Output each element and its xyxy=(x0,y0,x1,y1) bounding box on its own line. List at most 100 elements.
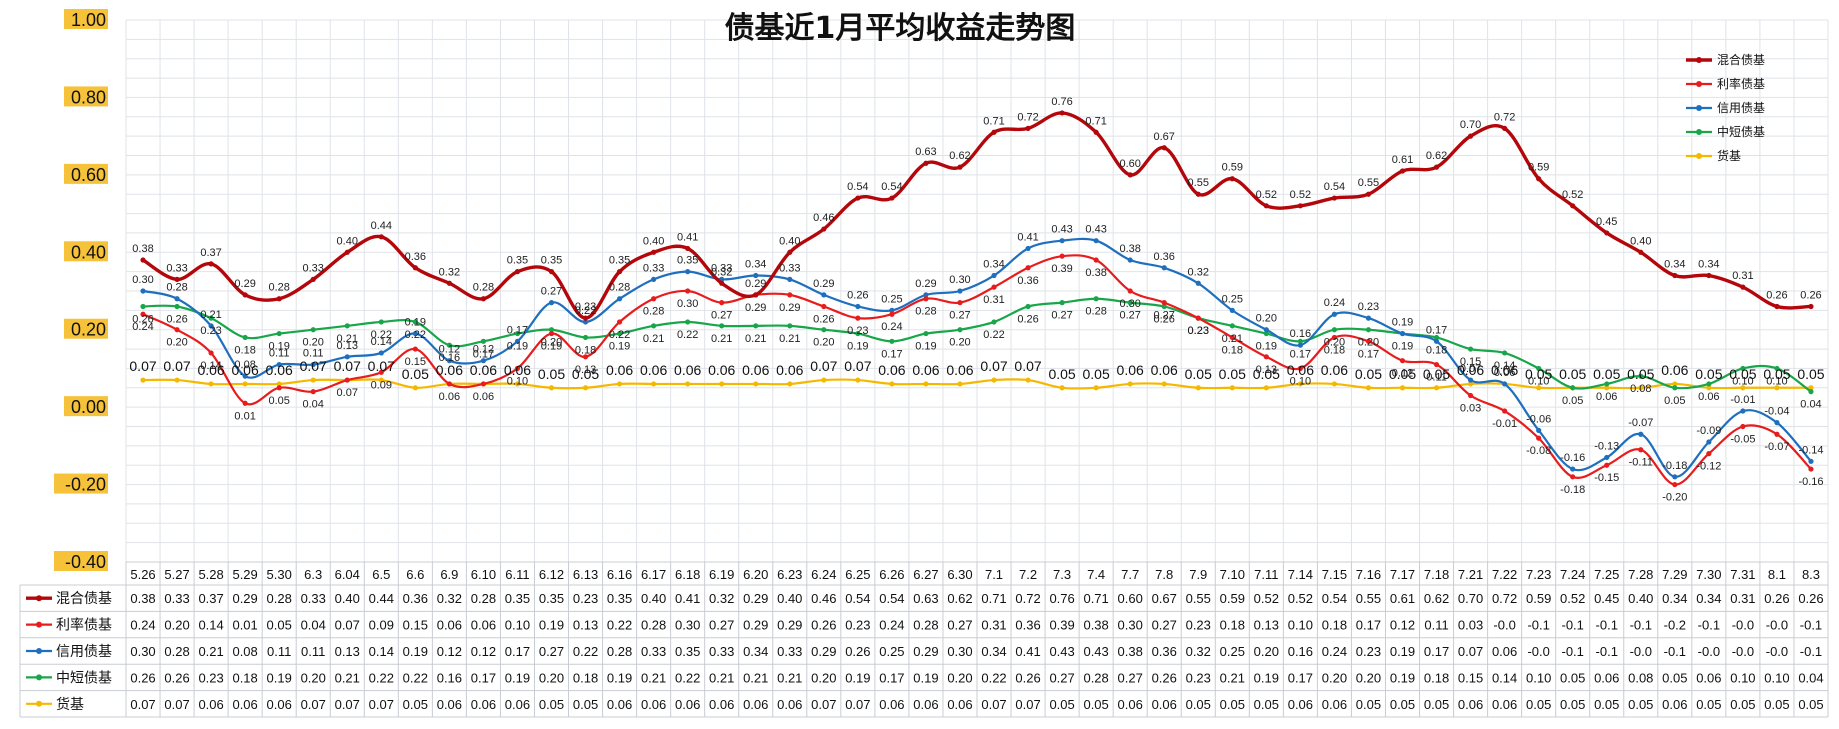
table-cell: 0.26 xyxy=(164,670,189,685)
data-point xyxy=(957,288,963,294)
table-cell: 0.05 xyxy=(539,697,564,712)
data-label: 0.30 xyxy=(1119,298,1140,310)
data-table: 5.26 5.27 5.28 5.29 5.30 6.3 6.04 6.5 6.6 6.9 6.10… xyxy=(19,561,1829,718)
data-label: 0.05 xyxy=(1525,366,1552,382)
table-cell: 0.29 xyxy=(743,591,768,606)
data-label: 0.06 xyxy=(232,362,259,378)
data-point xyxy=(651,276,657,282)
data-point xyxy=(1604,462,1610,468)
data-label: 0.26 xyxy=(1800,289,1821,301)
table-cell: 0.08 xyxy=(232,644,257,659)
table-cell: 0.16 xyxy=(1288,644,1313,659)
data-label: 0.62 xyxy=(949,150,970,162)
legend-swatch-marker xyxy=(1696,153,1702,159)
table-cell: 0.26 xyxy=(1015,670,1040,685)
table-cell: 0.05 xyxy=(403,697,428,712)
data-label: 0.07 xyxy=(368,358,395,374)
table-cell: 0.43 xyxy=(1083,644,1108,659)
x-tick-label: 5.30 xyxy=(267,567,292,582)
data-point xyxy=(1093,385,1099,391)
x-tick-label: 6.17 xyxy=(641,567,666,582)
data-point xyxy=(242,400,248,406)
data-point xyxy=(242,292,248,298)
data-point xyxy=(1161,381,1167,387)
x-tick-label: 7.30 xyxy=(1696,567,1721,582)
data-point xyxy=(1536,427,1542,433)
data-label: 0.08 xyxy=(1630,383,1651,395)
data-point xyxy=(514,338,521,344)
table-cell: 0.72 xyxy=(1492,591,1517,606)
data-point xyxy=(787,381,793,387)
data-label: 0.38 xyxy=(1119,243,1140,255)
row-series-name: 中短债基 xyxy=(56,669,112,686)
table-cell: 0.19 xyxy=(607,670,632,685)
x-tick-label: 6.18 xyxy=(675,567,700,582)
data-label: 0.06 xyxy=(504,362,531,378)
row-series-name: 混合债基 xyxy=(56,590,112,607)
table-cell: 0.26 xyxy=(811,618,836,633)
data-label: 0.18 xyxy=(1324,344,1345,356)
data-point xyxy=(855,377,861,383)
data-label: 0.54 xyxy=(847,181,868,193)
table-cell: 0.30 xyxy=(130,644,155,659)
x-tick-label: 7.8 xyxy=(1155,567,1173,582)
data-point xyxy=(582,385,589,391)
table-cell: 0.20 xyxy=(947,670,972,685)
table-cell: 0.40 xyxy=(777,591,802,606)
table-cell: 0.13 xyxy=(573,618,598,633)
table-cell: 0.43 xyxy=(1049,644,1074,659)
data-label: 0.05 xyxy=(1664,395,1685,407)
legend-label: 混合债基 xyxy=(1717,52,1765,67)
data-point xyxy=(1774,365,1780,372)
table-cell: -0.1 xyxy=(1800,644,1822,659)
data-point xyxy=(582,334,589,341)
data-label: 0.01 xyxy=(234,410,255,422)
data-label: 0.33 xyxy=(643,262,664,274)
data-point xyxy=(310,361,316,368)
data-label: 0.43 xyxy=(1085,224,1106,236)
table-cell: 0.23 xyxy=(1186,670,1211,685)
data-point xyxy=(1161,303,1167,310)
data-point xyxy=(1672,474,1678,480)
table-cell: 0.21 xyxy=(335,670,360,685)
legend-swatch-marker xyxy=(1696,81,1702,87)
data-point xyxy=(991,272,997,279)
data-point xyxy=(1263,327,1269,333)
data-label: 0.26 xyxy=(166,313,187,325)
y-tick-label: 0.80 xyxy=(71,87,106,107)
table-cell: 0.62 xyxy=(947,591,972,606)
table-cell: 0.23 xyxy=(845,618,870,633)
data-point xyxy=(1297,381,1303,387)
data-point xyxy=(1127,172,1133,178)
data-point xyxy=(1706,385,1712,391)
data-label: 0.05 xyxy=(402,366,429,382)
data-label: 0.43 xyxy=(1051,224,1072,236)
legend-swatch-marker xyxy=(1696,57,1702,63)
data-label: 0.13 xyxy=(1256,364,1277,376)
data-label: 0.22 xyxy=(677,329,698,341)
data-label: 0.05 xyxy=(1083,366,1110,382)
table-cell: 0.21 xyxy=(641,670,666,685)
x-tick-label: 6.27 xyxy=(913,567,938,582)
x-tick-label: 6.25 xyxy=(845,567,870,582)
row-legend-marker xyxy=(36,674,42,681)
data-point xyxy=(1365,338,1372,344)
data-point xyxy=(446,358,452,364)
data-label: 0.45 xyxy=(1596,216,1617,228)
data-point xyxy=(616,381,623,387)
table-cell: 0.44 xyxy=(369,591,394,606)
table-cell: 0.07 xyxy=(981,697,1006,712)
table-cell: 0.19 xyxy=(845,670,870,685)
table-cell: 0.19 xyxy=(1390,644,1415,659)
data-label: 0.24 xyxy=(1324,297,1345,309)
data-label: 0.21 xyxy=(711,333,732,345)
table-cell: 0.20 xyxy=(1322,670,1347,685)
table-cell: 0.35 xyxy=(539,591,564,606)
data-point xyxy=(514,330,521,337)
data-label: 0.55 xyxy=(1188,177,1209,189)
data-point xyxy=(889,338,895,344)
table-cell: 0.34 xyxy=(981,644,1006,659)
table-cell: 0.06 xyxy=(1662,697,1687,712)
table-cell: 0.21 xyxy=(1220,670,1245,685)
